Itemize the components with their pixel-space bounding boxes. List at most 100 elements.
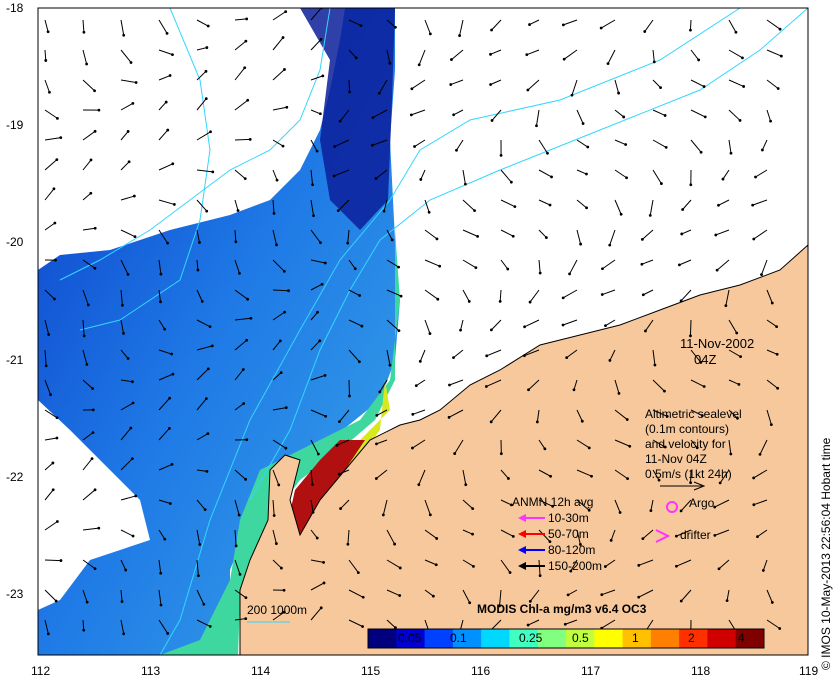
velocity-arrow-tip [171, 162, 175, 166]
velocity-arrow-tip [246, 98, 250, 102]
velocity-arrow [272, 229, 277, 245]
velocity-arrow [234, 559, 241, 575]
velocity-arrow [766, 319, 777, 328]
velocity-arrow-tip [316, 310, 319, 314]
velocity-arrow-tip [381, 513, 385, 517]
velocity-arrow [614, 199, 622, 215]
velocity-arrow-tip [59, 136, 63, 140]
velocity-arrow [386, 49, 391, 64]
velocity-arrow [310, 409, 326, 417]
velocity-arrow-tip [550, 175, 553, 179]
velocity-arrow [676, 559, 692, 567]
velocity-arrow [538, 259, 541, 274]
velocity-arrow [486, 379, 502, 387]
colorbar-border [367, 628, 765, 649]
velocity-arrow-tip [697, 58, 701, 62]
velocity-arrow-tip [544, 236, 548, 239]
velocity-arrow [272, 407, 287, 411]
velocity-arrow-tip [197, 574, 200, 578]
velocity-arrow [614, 469, 628, 480]
velocity-arrow [234, 259, 240, 274]
date-label: 11-Nov-2002 [680, 336, 754, 351]
velocity-arrow [641, 259, 654, 265]
velocity-arrow-tip [333, 145, 337, 148]
velocity-arrow-tip [206, 24, 210, 28]
velocity-arrow [120, 379, 133, 383]
velocity-arrow-tip [641, 537, 645, 541]
velocity-arrow-tip [89, 191, 93, 195]
velocity-arrow-tip [528, 23, 531, 26]
velocity-arrow [272, 37, 284, 51]
velocity-arrow [348, 619, 363, 627]
velocity-arrow-tip [281, 144, 285, 148]
velocity-arrow [234, 199, 239, 211]
velocity-arrow-tip [170, 352, 174, 356]
velocity-arrow-tip [378, 390, 382, 394]
velocity-arrow [82, 19, 85, 33]
velocity-arrow-tip [166, 128, 170, 132]
velocity-arrow-tip [509, 180, 513, 184]
velocity-arrow [234, 469, 246, 480]
velocity-arrow [196, 589, 205, 605]
velocity-arrow-tip [245, 438, 249, 442]
velocity-arrow [82, 79, 95, 92]
velocity-arrow-tip [236, 209, 240, 212]
velocity-arrow [82, 527, 99, 531]
velocity-arrow [500, 169, 512, 183]
velocity-arrow [462, 529, 473, 535]
velocity-arrow-tip [581, 122, 585, 125]
velocity-arrow [500, 469, 509, 479]
velocity-arrow [450, 79, 464, 86]
velocity-arrow [44, 462, 54, 471]
velocity-arrow-tip [523, 325, 526, 329]
velocity-arrow-tip [413, 145, 416, 148]
velocity-arrow [755, 169, 768, 178]
velocity-arrow-tip [55, 416, 59, 420]
velocity-arrow-tip [447, 415, 451, 419]
velocity-arrow [44, 437, 57, 441]
colorbar-segment [735, 629, 765, 648]
velocity-arrow-tip [85, 362, 89, 366]
velocity-arrow-tip [323, 373, 327, 377]
velocity-arrow [462, 289, 470, 302]
velocity-arrow-tip [322, 560, 325, 564]
velocity-arrow-tip [624, 143, 628, 146]
velocity-arrow [529, 19, 540, 26]
velocity-arrow-tip [348, 90, 351, 94]
colorbar-segment [424, 629, 454, 648]
velocity-arrow [333, 169, 350, 177]
velocity-arrow [576, 409, 583, 422]
velocity-arrow-tip [551, 504, 555, 508]
velocity-arrow-tip [600, 593, 604, 597]
velocity-arrow-tip [473, 209, 476, 213]
velocity-arrow-tip [626, 477, 629, 481]
velocity-arrow [158, 199, 175, 205]
velocity-arrow [571, 79, 578, 96]
velocity-arrow [689, 19, 692, 31]
velocity-arrow [44, 319, 50, 335]
velocity-arrow [459, 19, 464, 36]
velocity-arrow [339, 109, 350, 122]
velocity-arrow [339, 409, 350, 422]
velocity-arrow [82, 458, 93, 471]
velocity-arrow [614, 109, 624, 118]
velocity-arrow [234, 229, 237, 242]
velocity-arrow [766, 379, 778, 389]
velocity-arrow [538, 139, 548, 154]
lon-tick: 114 [251, 664, 270, 678]
velocity-arrow-tip [546, 151, 549, 155]
velocity-arrow [120, 529, 134, 537]
velocity-arrow-tip [522, 354, 526, 358]
velocity-arrow [714, 499, 730, 508]
velocity-arrow-tip [360, 324, 364, 328]
velocity-arrow-tip [572, 388, 576, 392]
velocity-arrow [386, 289, 402, 297]
velocity-arrow [535, 109, 540, 126]
velocity-arrow [82, 379, 93, 389]
velocity-arrow [347, 529, 350, 545]
colorbar-tick: 1 [632, 631, 639, 645]
velocity-arrow-tip [489, 420, 493, 424]
velocity-arrow [234, 618, 246, 621]
velocity-arrow [82, 589, 88, 603]
velocity-arrow-tip [779, 54, 783, 58]
